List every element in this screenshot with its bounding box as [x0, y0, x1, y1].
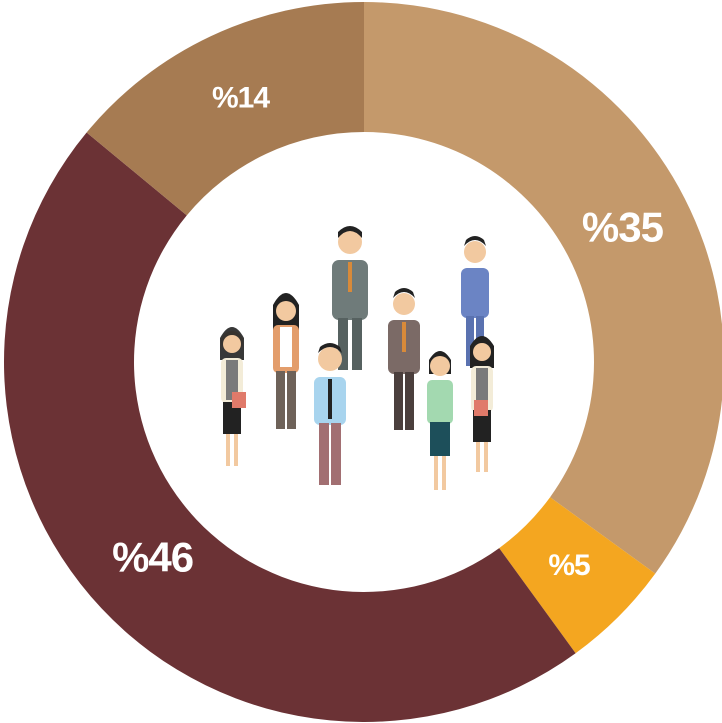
value-label: %46: [112, 534, 193, 581]
people-illustration: [220, 226, 494, 490]
person-figure: [220, 327, 246, 466]
value-label: %5: [548, 549, 590, 582]
chart: %35 %5 %46 %14: [0, 0, 722, 723]
value-label: %35: [582, 203, 664, 250]
value-label: %14: [212, 82, 270, 115]
donut-segment: [364, 2, 722, 574]
person-figure: [273, 293, 299, 429]
person-figure: [427, 351, 453, 490]
person-figure: [388, 288, 420, 430]
person-figure: [470, 336, 494, 472]
